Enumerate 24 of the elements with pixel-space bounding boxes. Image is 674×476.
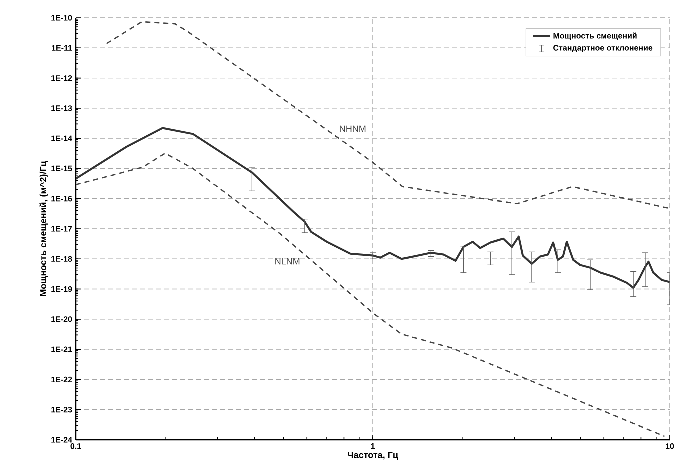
- x-tick-label: 10: [666, 444, 674, 450]
- y-tick-label: 1E-23: [52, 407, 72, 413]
- annotation: Стандартное отклонение: [554, 45, 653, 52]
- y-tick-label: 1E-11: [52, 45, 72, 51]
- y-tick-label: 1E-19: [52, 286, 72, 292]
- y-tick-label: 1E-24: [52, 437, 72, 443]
- y-tick-label: 1E-21: [52, 346, 72, 352]
- series-label: NLNM: [276, 258, 300, 265]
- y-tick-label: 1E-10: [52, 15, 72, 21]
- series-label: NHNM: [340, 126, 366, 132]
- y-tick-label: 1E-14: [52, 136, 72, 142]
- x-tick-label: 1: [371, 444, 375, 450]
- y-axis-title: Мощность смещений, (м^2)/Гц: [40, 161, 48, 296]
- y-tick-label: 1E-16: [52, 196, 72, 202]
- x-tick-label: 0.1: [70, 444, 82, 450]
- y-tick-label: 1E-22: [52, 376, 72, 383]
- y-tick-label: 1E-20: [52, 316, 72, 322]
- legend-label: Мощность смещений: [554, 32, 637, 40]
- y-tick-label: 1E-17: [52, 226, 72, 232]
- x-axis-title: Частота, Гц: [348, 452, 398, 460]
- y-tick-label: 1E-13: [52, 106, 72, 112]
- y-tick-label: 1E-15: [52, 166, 72, 172]
- y-tick-label: 1E-12: [52, 76, 72, 82]
- y-tick-label: 1E-18: [52, 256, 72, 262]
